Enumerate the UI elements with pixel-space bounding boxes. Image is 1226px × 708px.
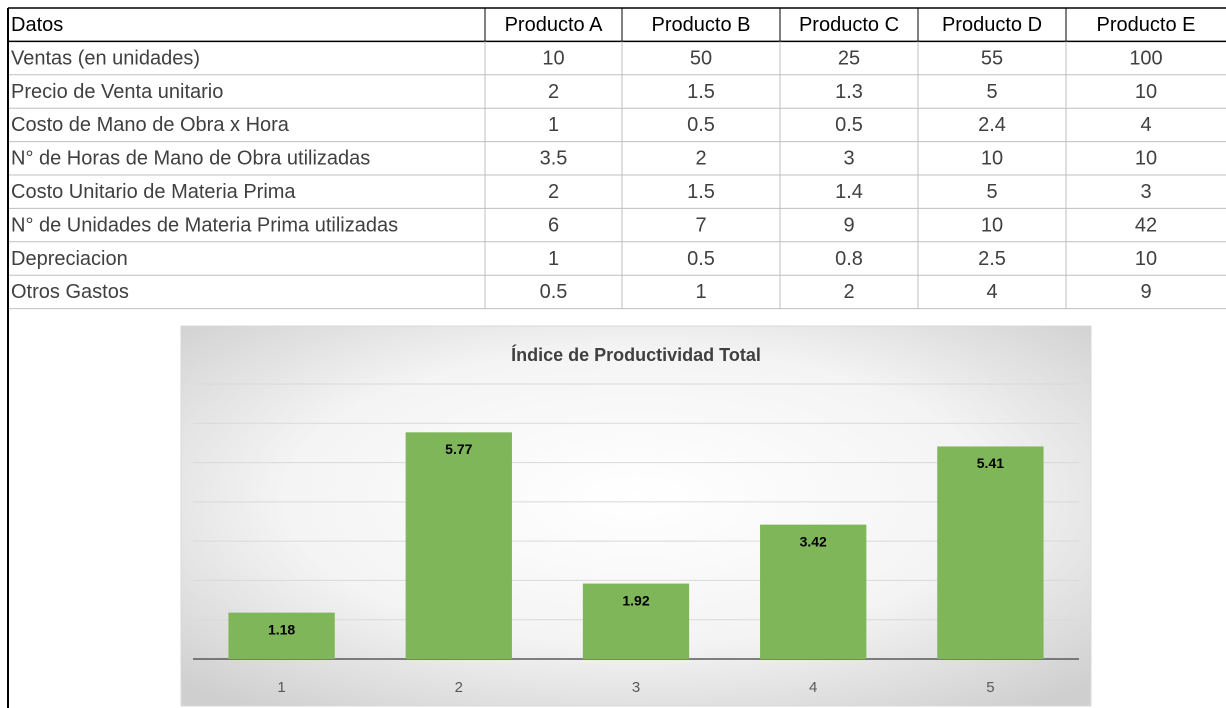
row-label: Ventas (en unidades)	[11, 47, 200, 69]
bar	[228, 612, 335, 659]
data-label: 1.18	[268, 621, 295, 637]
x-tick-label: 5	[986, 679, 994, 696]
cell-value: 9	[843, 214, 854, 236]
cell-value: 2	[548, 181, 559, 203]
cell-value: 25	[838, 47, 860, 69]
cell-value: 4	[1140, 114, 1151, 136]
data-label: 5.77	[445, 441, 472, 457]
chart-title: Índice de Productividad Total	[511, 344, 761, 365]
x-tick-label: 2	[455, 679, 463, 696]
cell-value: 7	[695, 214, 706, 236]
cell-value: 2	[695, 148, 706, 170]
cell-value: 50	[690, 47, 712, 69]
row-label: Depreciacion	[11, 248, 128, 270]
row-label: Precio de Venta unitario	[11, 81, 223, 103]
x-tick-label: 4	[809, 679, 817, 696]
row-label: Otros Gastos	[11, 281, 129, 303]
bar	[405, 432, 512, 659]
cell-value: 3	[1140, 181, 1151, 203]
cell-value: 0.5	[835, 114, 863, 136]
data-label: 5.41	[977, 455, 1004, 471]
cell-value: Producto C	[799, 14, 899, 36]
cell-value: 10	[1135, 81, 1157, 103]
row-label: Costo Unitario de Materia Prima	[11, 181, 296, 203]
cell-value: 0.5	[687, 248, 715, 270]
cell-value: 5	[986, 181, 997, 203]
cell-value: Producto D	[942, 14, 1042, 36]
cell-value: 2.5	[978, 248, 1006, 270]
x-tick-label: 3	[632, 679, 640, 696]
cell-value: 100	[1129, 47, 1162, 69]
cell-value: 10	[1135, 148, 1157, 170]
cell-value: 1	[695, 281, 706, 303]
data-label: 3.42	[800, 533, 827, 549]
row-label: N° de Unidades de Materia Prima utilizad…	[11, 214, 398, 236]
cell-value: 10	[542, 47, 564, 69]
cell-value: 42	[1135, 214, 1157, 236]
bar	[760, 524, 867, 659]
cell-value: 1.4	[835, 181, 863, 203]
cell-value: 6	[548, 214, 559, 236]
cell-value: 3	[843, 148, 854, 170]
row-label: Datos	[11, 14, 63, 36]
cell-value: Producto E	[1097, 14, 1196, 36]
cell-value: 55	[981, 47, 1003, 69]
cell-value: Producto A	[505, 14, 604, 36]
cell-value: 9	[1140, 281, 1151, 303]
cell-value: Producto B	[652, 14, 751, 36]
cell-value: 5	[986, 81, 997, 103]
cell-value: 3.5	[540, 148, 568, 170]
cell-value: 10	[1135, 248, 1157, 270]
bar	[937, 446, 1044, 659]
data-label: 1.92	[622, 592, 649, 608]
cell-value: 2	[548, 81, 559, 103]
cell-value: 2	[843, 281, 854, 303]
cell-value: 1.3	[835, 81, 863, 103]
cell-value: 10	[981, 214, 1003, 236]
x-tick-label: 1	[277, 679, 285, 696]
cell-value: 2.4	[978, 114, 1006, 136]
cell-value: 1	[548, 248, 559, 270]
cell-value: 1	[548, 114, 559, 136]
cell-value: 0.8	[835, 248, 863, 270]
bar	[582, 583, 690, 659]
row-label: N° de Horas de Mano de Obra utilizadas	[11, 148, 370, 170]
cell-value: 1.5	[687, 181, 715, 203]
cell-value: 1.5	[687, 81, 715, 103]
cell-value: 0.5	[540, 281, 568, 303]
cell-value: 0.5	[687, 114, 715, 136]
cell-value: 4	[986, 281, 997, 303]
cell-value: 10	[981, 148, 1003, 170]
row-label: Costo de Mano de Obra x Hora	[11, 114, 290, 136]
